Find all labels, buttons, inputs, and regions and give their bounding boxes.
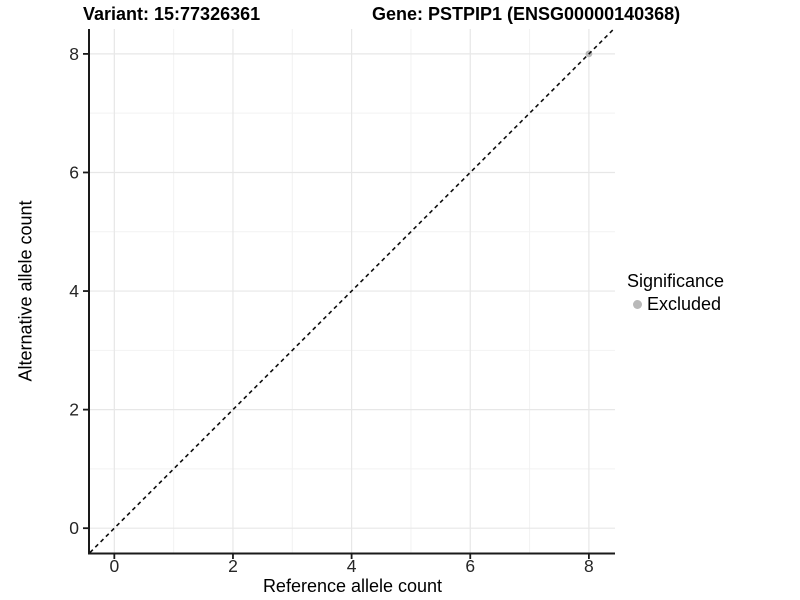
x-axis-title: Reference allele count	[262, 576, 443, 596]
legend-point-icon	[633, 299, 642, 309]
x-tick-label: 8	[584, 556, 594, 576]
identity-reference-line	[89, 28, 615, 554]
legend: Significance Excluded	[627, 271, 724, 314]
x-tick-label: 0	[109, 556, 119, 576]
y-tick-label: 2	[69, 400, 79, 420]
y-axis-title: Alternative allele count	[15, 200, 36, 382]
plot-title-gene: Gene: PSTPIP1 (ENSG00000140368)	[372, 4, 681, 24]
y-tick-label: 6	[69, 162, 79, 182]
legend-title: Significance	[627, 271, 725, 291]
y-tick-label: 4	[69, 281, 79, 301]
legend-item-label: Excluded	[647, 294, 722, 314]
plot-title-variant: Variant: 15:77326361	[83, 4, 261, 24]
y-tick-label: 8	[69, 44, 79, 64]
legend-item-excluded: Excluded	[627, 294, 724, 314]
x-tick-label: 6	[465, 556, 475, 576]
x-tick-label: 2	[228, 556, 238, 576]
y-tick-label: 0	[69, 518, 79, 538]
x-tick-label: 4	[347, 556, 357, 576]
